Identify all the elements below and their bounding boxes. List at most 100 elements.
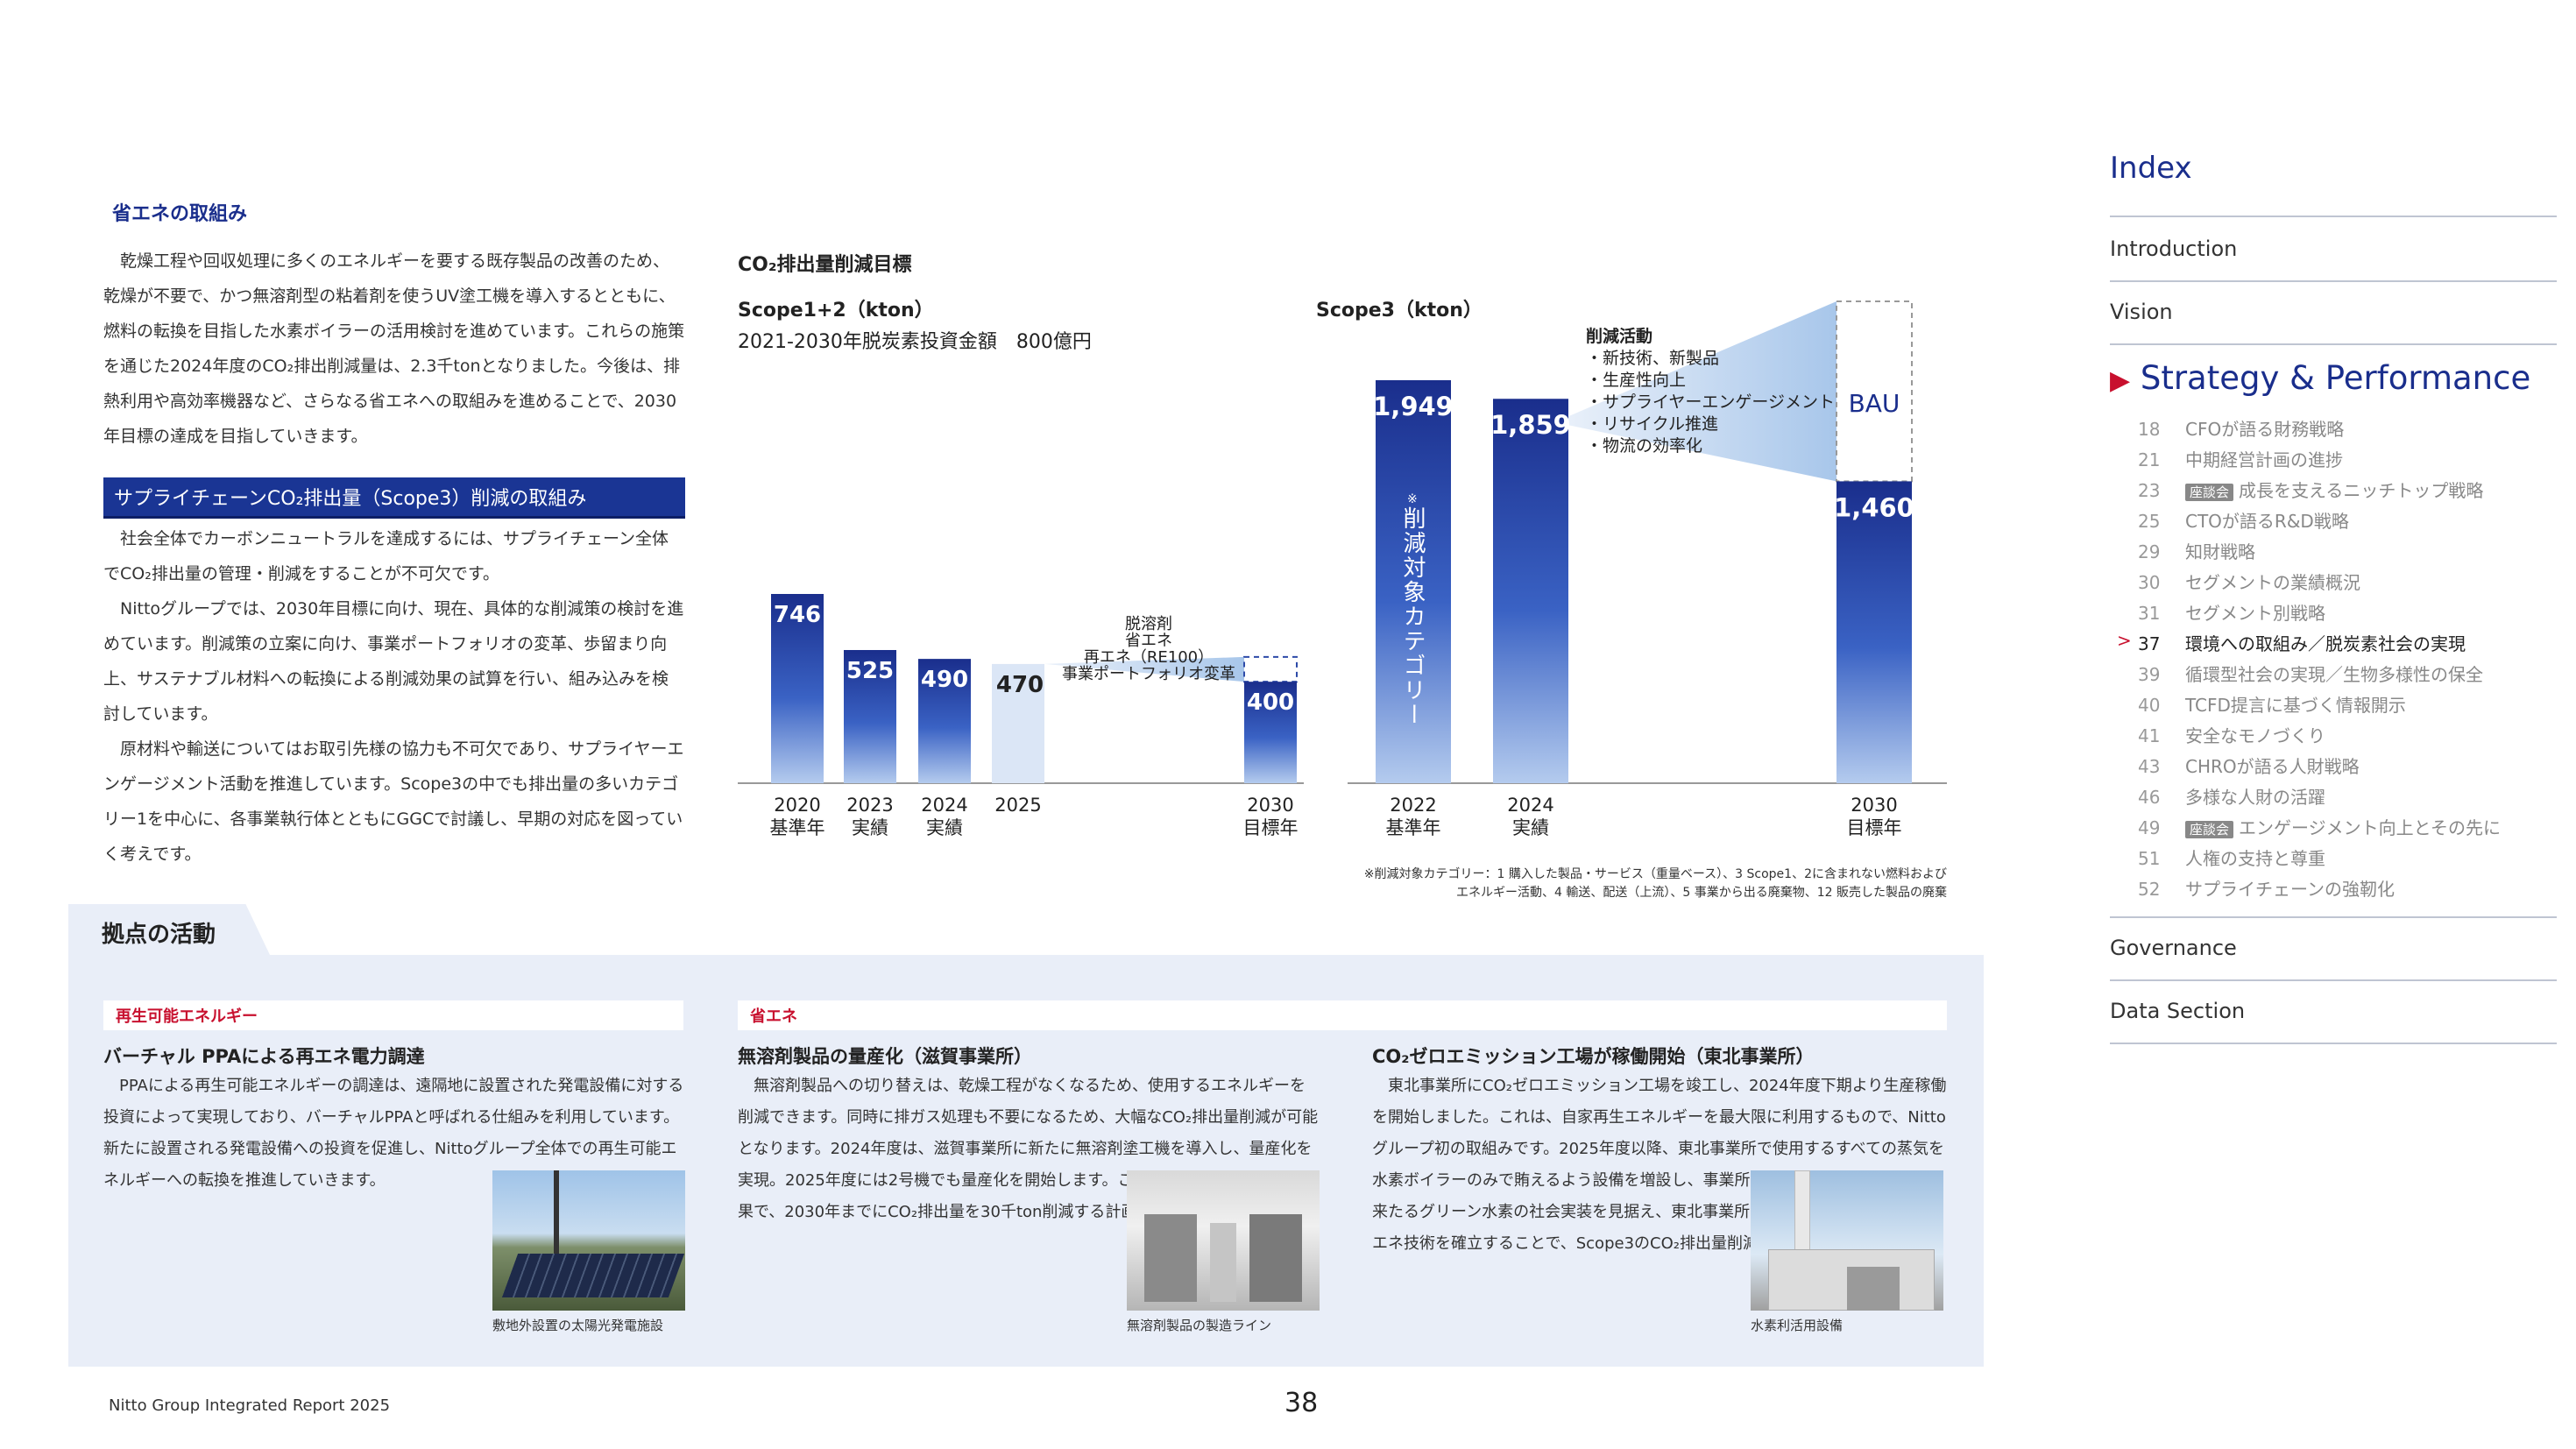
scope3-bar-2030 [1836,481,1912,783]
scope3-value-2022: 1,949 [1373,392,1454,421]
index-subitem-number: 51 [2138,848,2161,869]
production-line-caption: 無溶剤製品の製造ライン [1127,1318,1272,1333]
index-subitem-label: 多様な人財の活躍 [2185,787,2325,808]
index-subitem-37[interactable]: >37 環境への取組み／脱炭素社会の実現 [2117,630,2466,655]
category-energy-saving: 省エネ [738,1000,1947,1030]
index-subitem-31[interactable]: 31 セグメント別戦略 [2138,599,2325,625]
index-subitem-number: 52 [2138,879,2161,900]
index-vision[interactable]: Vision [2110,300,2173,324]
chart-footnote-line2: エネルギー活動、4 輸送、配送（上流）、5 事業から出る廃棄物、12 販売した製… [1456,886,1947,900]
measure-re100: 再エネ（RE100） [1083,648,1214,667]
scope12-bar-2024 [918,659,971,783]
index-subitem-number: 18 [2138,419,2161,440]
footer-report-name: Nitto Group Integrated Report 2025 [109,1396,391,1415]
scope3-measure-2: ・生産性向上 [1586,371,1687,390]
energy-saving-paragraph: 乾燥工程や回収処理に多くのエネルギーを要する既存製品の改善のため、乾燥が不要で、… [103,251,685,446]
scope12-xlabel-2020: 2020 [774,795,820,816]
index-subitem-label: 人権の支持と尊重 [2185,848,2325,869]
scope3-measure-5: ・物流の効率化 [1586,436,1703,456]
triangle-right-icon: ▶ [2110,365,2131,396]
scope3-category-vertical-label: 削減対象カテゴリー [1399,506,1426,727]
scope12-bau-label: BAU [1250,686,1291,708]
scope12-xlabel-2025: 2025 [994,795,1041,816]
index-subitem-43[interactable]: 43 CHROが語る人財戦略 [2138,753,2360,778]
index-subitem-number: 37 [2138,633,2161,654]
index-divider [2110,343,2557,345]
index-governance[interactable]: Governance [2110,936,2237,960]
index-subitem-number: 30 [2138,572,2161,593]
index-divider [2110,280,2557,282]
index-divider [2110,216,2557,217]
index-subitem-51[interactable]: 51 人権の支持と尊重 [2138,845,2325,870]
index-subitem-number: 23 [2138,480,2161,501]
index-subitem-label: セグメント別戦略 [2185,603,2325,624]
index-subitem-39[interactable]: 39 循環型社会の実現／生物多様性の保全 [2138,661,2483,686]
scope3-xsublabel-2022: 基準年 [1386,817,1441,838]
index-strategy-label: Strategy & Performance [2140,359,2531,397]
index-subitem-25[interactable]: 25 CTOが語るR&D戦略 [2138,507,2349,533]
scope12-measures: 脱溶剤 省エネ 再エネ（RE100） 事業ポートフォリオ変革 [1048,616,1249,682]
index-subitem-40[interactable]: 40 TCFD提言に基づく情報開示 [2138,691,2406,717]
scope3-bar-2022 [1376,380,1451,783]
index-subitem-21[interactable]: 21 中期経営計画の進捗 [2138,446,2343,471]
scope3-measure-3: ・サプライヤーエンゲージメント [1586,392,1836,412]
item3-title: CO₂ゼロエミッション工場が稼働開始（東北事業所） [1372,1046,1815,1067]
scope12-xlabel-2023: 2023 [846,795,893,816]
activities-tab: 拠点の活動 [68,904,270,955]
index-subitem-label: エンゲージメント向上とその先に [2239,817,2502,838]
index-introduction[interactable]: Introduction [2110,237,2238,261]
measure-portfolio: 事業ポートフォリオ変革 [1062,665,1235,683]
index-subitem-number: 39 [2138,664,2161,685]
index-subitem-label: サプライチェーンの強靭化 [2185,879,2395,900]
index-subitem-30[interactable]: 30 セグメントの業績概況 [2138,569,2360,594]
scope12-value-2023: 525 [846,658,894,684]
scope12-xlabel-2030: 2030 [1247,795,1293,816]
index-subitem-18[interactable]: 18 CFOが語る財務戦略 [2138,415,2344,441]
chart-main-title: CO₂排出量削減目標 [738,254,912,276]
page-number: 38 [1284,1388,1319,1418]
solar-photo [492,1170,685,1311]
scope3-xlabel-2030: 2030 [1851,795,1897,816]
index-subitem-23[interactable]: 23 座談会 成長を支えるニッチトップ戦略 [2138,477,2483,502]
scope12-value-2020: 746 [774,602,821,628]
index-subitem-number: 49 [2138,817,2161,838]
index-subitem-number: 40 [2138,695,2161,716]
scope3-xsublabel-2024: 実績 [1512,817,1549,838]
scope12-bau-box [1243,655,1298,683]
index-subitem-29[interactable]: 29 知財戦略 [2138,538,2255,563]
index-subitem-label: CFOが語る財務戦略 [2185,419,2345,440]
index-subitem-label: CHROが語る人財戦略 [2185,756,2360,777]
scope12-bar-2025 [992,663,1044,783]
roundtable-badge: 座談会 [2185,484,2234,501]
scope12-xlabel-2024: 2024 [921,795,967,816]
index-subitem-number: 31 [2138,603,2161,624]
scope3-bar-2024 [1493,399,1568,783]
scope12-value-2024: 490 [921,667,968,693]
scope3-xsublabel-2030: 目標年 [1847,817,1902,838]
scope3-xlabel-2022: 2022 [1390,795,1436,816]
index-strategy[interactable]: ▶ Strategy & Performance [2110,359,2530,397]
index-subitem-46[interactable]: 46 多様な人財の活躍 [2138,783,2325,809]
index-subitem-41[interactable]: 41 安全なモノづくり [2138,722,2325,747]
item1-title: バーチャル PPAによる再エネ電力調達 [103,1046,425,1067]
scope12-xsublabel-2030: 目標年 [1243,817,1299,838]
index-subitem-label: 成長を支えるニッチトップ戦略 [2239,480,2484,501]
scope12-bar-2030 [1244,682,1297,783]
scope3-measure-4: ・リサイクル推進 [1586,414,1719,434]
index-subitem-label: CTOが語るR&D戦略 [2185,511,2349,532]
index-subitem-label: 知財戦略 [2185,541,2255,562]
supply-chain-paragraph-3: 原材料や輸送についてはお取引先様の協力も不可欠であり、サプライヤーエンゲージメン… [103,739,684,864]
hydrogen-facility-caption: 水素利活用設備 [1751,1318,1844,1333]
scope12-bar-2020 [771,594,824,783]
index-data-section[interactable]: Data Section [2110,999,2246,1023]
chart-footnote: ※削減対象カテゴリー：1 購入した製品・サービス（重量ベース）、3 Scope1… [1139,866,1947,902]
index-subitem-label: 環境への取組み／脱炭素社会の実現 [2185,633,2466,654]
index-divider [2110,979,2557,981]
index-subitem-number: 43 [2138,756,2161,777]
roundtable-badge: 座談会 [2185,821,2234,838]
index-subitem-49[interactable]: 49 座談会 エンゲージメント向上とその先に [2138,814,2501,839]
index-subitem-52[interactable]: 52 サプライチェーンの強靭化 [2138,875,2395,901]
item2-title: 無溶剤製品の量産化（滋賀事業所） [738,1046,1032,1067]
index-subitem-number: 41 [2138,725,2161,746]
chart-footnote-line1: ※削減対象カテゴリー：1 購入した製品・サービス（重量ベース）、3 Scope1… [1363,867,1947,881]
